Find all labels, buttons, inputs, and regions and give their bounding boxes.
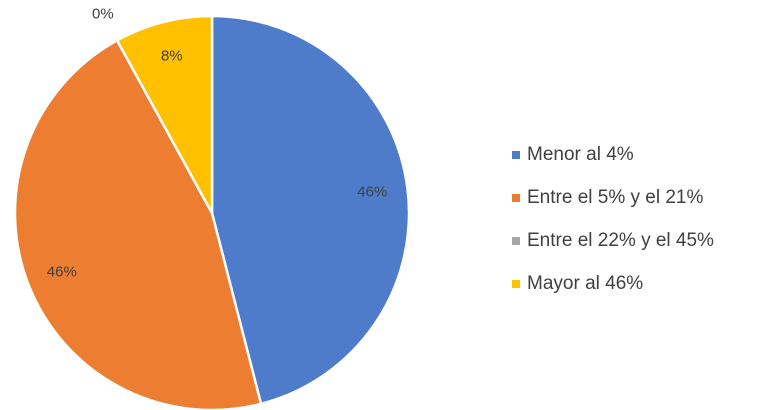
legend-label: Entre el 22% y el 45% — [527, 230, 714, 251]
legend-swatch — [512, 194, 520, 202]
legend-label: Mayor al 46% — [527, 273, 643, 294]
legend-label: Entre el 5% y el 21% — [527, 187, 703, 208]
pie-slice — [13, 38, 263, 410]
pie-slice — [210, 14, 411, 406]
legend-swatch — [512, 280, 520, 288]
data-label: 8% — [161, 48, 183, 65]
data-label: 0% — [92, 5, 114, 22]
legend-swatch — [512, 237, 520, 245]
legend-swatch — [512, 151, 520, 159]
legend-label: Menor al 4% — [527, 144, 634, 165]
pie-slice — [115, 14, 214, 214]
data-label: 46% — [357, 184, 387, 201]
data-label: 46% — [47, 263, 77, 280]
